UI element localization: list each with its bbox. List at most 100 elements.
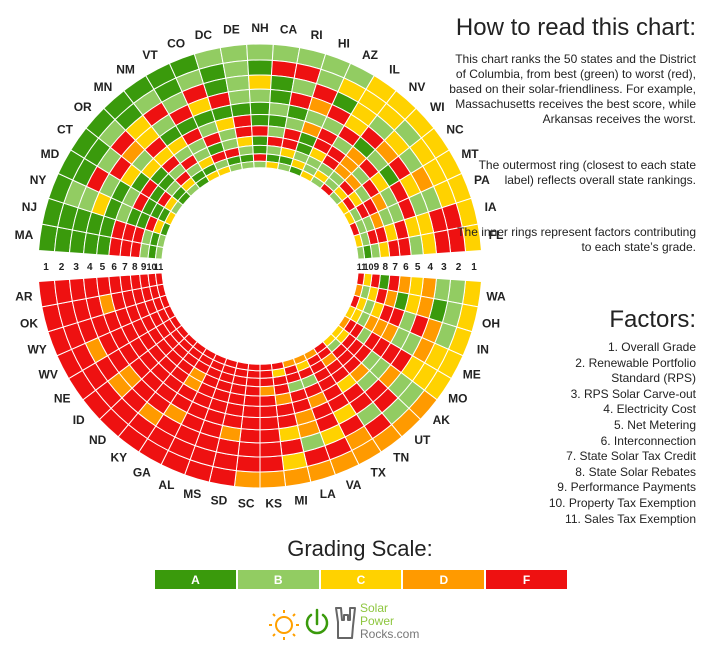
ring-number-left-11: 11	[154, 262, 164, 272]
ring-number-left-8: 8	[132, 262, 138, 273]
ring-number-right-3: 3	[441, 262, 447, 273]
state-sector-nj	[41, 197, 168, 249]
factor-item: 11. Sales Tax Exemption	[565, 511, 696, 526]
state-sector-ct	[70, 127, 184, 216]
grade-a: A	[155, 570, 238, 589]
grade-cell-ks-ring-8	[259, 385, 276, 397]
grade-d: D	[403, 570, 487, 589]
state-label-de: DE	[223, 23, 240, 37]
state-label-il: IL	[389, 63, 400, 77]
ring-number-left-3: 3	[73, 262, 79, 273]
state-label-ok: OK	[20, 316, 38, 330]
state-label-mt: MT	[461, 147, 479, 161]
state-label-wa: WA	[486, 289, 506, 303]
factor-item: 7. State Solar Tax Credit	[566, 449, 696, 464]
ring-number-right-6: 6	[403, 262, 409, 273]
logo-icons	[269, 607, 356, 640]
grade-cell-ks-ring-9	[259, 376, 275, 388]
state-label-ca: CA	[280, 23, 298, 37]
grade-cell-ca-ring-11	[265, 160, 280, 170]
ring-number-right-7: 7	[392, 262, 398, 273]
state-label-ar: AR	[15, 289, 33, 303]
grade-cell-ks-ring-10	[259, 369, 274, 379]
grade-cell-de-ring-11	[240, 160, 255, 170]
grade-cell-sc-ring-6	[241, 404, 261, 419]
factor-item: 2. Renewable Portfolio Standard (RPS)	[575, 355, 696, 386]
grade-cell-nh-ring-4	[248, 88, 272, 104]
state-label-ms: MS	[183, 487, 201, 501]
state-label-hi: HI	[338, 36, 350, 50]
state-sector-ia	[352, 197, 479, 249]
state-sector-ms	[183, 357, 239, 483]
state-label-mo: MO	[448, 391, 467, 405]
ring-number-right-9: 9	[374, 262, 380, 273]
state-label-nj: NJ	[22, 200, 37, 214]
state-label-ky: KY	[110, 451, 127, 465]
state-label-sc: SC	[238, 497, 255, 511]
state-label-id: ID	[73, 413, 85, 427]
state-label-nv: NV	[409, 80, 426, 94]
state-sector-vt	[145, 62, 221, 183]
state-label-vt: VT	[142, 48, 158, 62]
state-sector-de	[219, 43, 255, 170]
ring-number-left-7: 7	[122, 262, 128, 273]
ring-number-right-1: 1	[471, 262, 477, 273]
state-sector-al	[160, 353, 228, 476]
chart-help-paragraph-2: The outermost ring (closest to each stat…	[478, 158, 696, 187]
rock-hand-icon	[335, 607, 356, 639]
state-sector-tn	[312, 340, 403, 453]
grade-cell-ks-ring-3	[259, 441, 283, 458]
factor-item: 8. State Solar Rebates	[575, 464, 696, 479]
grade-cell-nh-ring-10	[252, 153, 268, 162]
grade-cell-sc-ring-11	[247, 363, 261, 372]
ring-number-left-6: 6	[111, 262, 117, 273]
ring-number-right-11: 11	[357, 262, 367, 272]
factors-title: Factors:	[609, 306, 696, 333]
state-label-tx: TX	[370, 466, 385, 480]
grade-cell-sc-ring-5	[240, 415, 261, 431]
state-sector-ut	[322, 333, 422, 438]
factor-item: 10. Property Tax Exemption	[548, 495, 696, 510]
grade-cell-ks-ring-2	[259, 455, 285, 473]
grade-b: B	[237, 570, 321, 589]
state-label-me: ME	[463, 368, 481, 382]
factor-item: 5. Net Metering	[613, 417, 696, 432]
grade-cell-ks-ring-5	[259, 415, 280, 431]
state-label-nh: NH	[251, 21, 268, 35]
state-sector-mn	[103, 89, 201, 197]
state-sector-wv	[56, 305, 176, 380]
factor-item: 4. Electricity Cost	[603, 402, 696, 417]
grade-cell-nh-ring-11	[253, 160, 267, 169]
grade-cell-fl-ring-11	[355, 245, 366, 260]
state-label-ut: UT	[414, 433, 431, 447]
state-label-az: AZ	[362, 48, 378, 62]
state-sector-sc	[233, 363, 261, 489]
state-sector-la	[281, 357, 337, 483]
state-label-ks: KS	[265, 497, 282, 511]
state-label-ma: MA	[15, 228, 34, 242]
grade-cell-sd-ring-11	[235, 361, 250, 371]
state-label-mi: MI	[294, 493, 307, 507]
logo-wordmark: Solar Power Rocks.com	[360, 601, 420, 641]
grade-cell-ks-ring-4	[259, 428, 281, 444]
factor-item: 9. Performance Payments	[557, 480, 696, 495]
grade-cell-nh-ring-6	[250, 114, 270, 127]
state-label-pa: PA	[474, 173, 490, 187]
grade-cell-ks-ring-6	[259, 404, 279, 419]
state-sector-nd	[98, 333, 198, 438]
state-sector-ga	[138, 347, 217, 466]
power-icon	[305, 608, 329, 635]
factor-item: 3. RPS Solar Carve-out	[570, 386, 696, 401]
factor-item: 6. Interconnection	[600, 433, 696, 448]
ring-number-right-2: 2	[456, 262, 462, 273]
ring-number-left-2: 2	[59, 262, 65, 273]
grade-cell-sc-ring-3	[237, 441, 261, 458]
state-sector-ma	[38, 223, 165, 260]
ring-number-right-5: 5	[415, 262, 421, 273]
grade-cell-sc-ring-2	[235, 455, 261, 473]
ring-number-left-5: 5	[100, 262, 106, 273]
state-label-va: VA	[346, 478, 362, 492]
grade-cell-ks-ring-11	[259, 363, 273, 372]
state-sector-wy	[47, 294, 171, 357]
